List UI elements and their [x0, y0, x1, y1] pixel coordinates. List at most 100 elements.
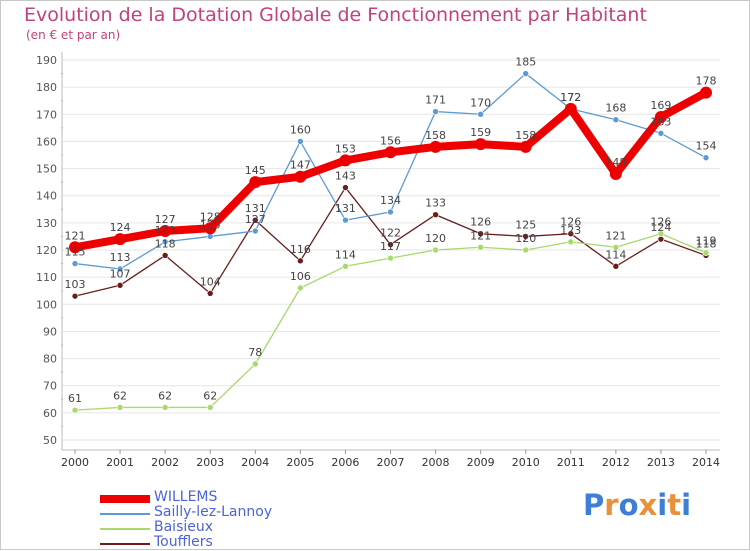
data-point: [387, 241, 394, 248]
data-label: 171: [425, 94, 446, 107]
data-label: 131: [245, 202, 266, 215]
data-point: [474, 138, 487, 151]
data-label: 123: [560, 224, 581, 237]
data-label: 116: [290, 243, 311, 256]
y-tick-label: 100: [36, 298, 57, 311]
data-label: 185: [515, 56, 536, 69]
data-label: 114: [605, 248, 626, 261]
x-tick-label: 2008: [422, 456, 450, 469]
data-point: [342, 216, 349, 224]
data-point: [429, 140, 442, 153]
data-label: 168: [605, 102, 626, 115]
data-label: 115: [65, 246, 86, 259]
data-point: [206, 233, 214, 240]
data-label: 124: [110, 221, 131, 234]
x-tick-label: 2006: [331, 456, 359, 469]
data-label: 121: [470, 229, 491, 242]
data-label: 148: [605, 156, 626, 169]
data-label: 106: [290, 270, 311, 283]
data-label: 170: [470, 96, 491, 109]
proxiti-logo: Proxiti: [583, 488, 691, 522]
data-point: [204, 222, 217, 235]
data-point: [567, 230, 575, 238]
data-label: 78: [248, 346, 262, 359]
logo-letter: i: [681, 488, 692, 522]
x-tick-label: 2005: [286, 456, 314, 469]
legend-swatch: [100, 543, 150, 545]
data-point: [432, 108, 439, 115]
data-label: 160: [290, 123, 311, 136]
data-point: [519, 140, 532, 153]
data-point: [522, 70, 530, 77]
data-label: 117: [380, 240, 401, 253]
logo-letter: t: [667, 488, 682, 522]
data-point: [702, 249, 710, 257]
data-label: 119: [696, 235, 717, 248]
y-tick-label: 120: [36, 244, 57, 257]
data-point: [477, 110, 484, 118]
x-tick-label: 2010: [512, 456, 540, 469]
data-label: 172: [560, 91, 581, 104]
data-point: [69, 241, 81, 254]
data-point: [251, 360, 259, 368]
data-label: 128: [200, 210, 221, 223]
legend-swatch: [100, 495, 150, 503]
data-label: 107: [110, 267, 131, 280]
data-label: 113: [110, 251, 131, 264]
data-point: [116, 404, 124, 411]
data-label: 62: [158, 389, 172, 402]
data-point: [384, 146, 397, 159]
data-point: [567, 238, 575, 246]
data-label: 159: [470, 126, 491, 139]
x-tick-label: 2004: [241, 456, 269, 469]
data-point: [342, 184, 349, 191]
data-label: 103: [65, 278, 86, 291]
y-tick-label: 130: [36, 217, 57, 230]
data-label: 172: [560, 91, 581, 104]
x-tick-label: 2014: [692, 456, 720, 469]
data-label: 61: [68, 392, 82, 405]
data-label: 120: [425, 232, 446, 245]
data-label: 178: [696, 75, 717, 88]
x-tick-label: 2011: [557, 456, 585, 469]
logo-letter: r: [604, 488, 619, 522]
legend-label: Sailly-lez-Lannoy: [154, 504, 273, 520]
chart-subtitle: (en € et par an): [26, 28, 121, 42]
data-label: 114: [335, 248, 356, 261]
data-point: [477, 230, 484, 238]
x-tick-label: 2012: [602, 456, 630, 469]
data-point: [432, 246, 439, 254]
x-tick-label: 2009: [467, 456, 495, 469]
data-label: 147: [290, 159, 311, 172]
data-point: [342, 262, 349, 270]
data-point: [700, 86, 712, 99]
x-tick-label: 2013: [647, 456, 675, 469]
data-point: [71, 292, 79, 300]
data-label: 156: [380, 134, 401, 147]
x-tick-label: 2002: [151, 456, 179, 469]
data-label: 121: [65, 229, 86, 242]
logo-letter: o: [618, 488, 639, 522]
data-point: [477, 243, 484, 251]
data-point: [657, 129, 665, 137]
x-tick-label: 2001: [106, 456, 134, 469]
data-label: 126: [650, 216, 671, 229]
data-label: 62: [113, 389, 127, 402]
data-point: [294, 170, 307, 183]
data-point: [161, 238, 169, 246]
logo-letter: x: [638, 488, 658, 522]
y-tick-label: 150: [36, 163, 57, 176]
data-label: 124: [650, 221, 671, 234]
data-label: 126: [470, 216, 491, 229]
data-label: 125: [200, 218, 221, 231]
legend-swatch: [100, 513, 150, 515]
data-point: [387, 254, 394, 262]
legend-swatch: [100, 528, 150, 530]
y-tick-label: 50: [43, 434, 57, 447]
data-point: [249, 176, 262, 189]
data-point: [161, 252, 169, 259]
data-point: [297, 138, 304, 145]
data-point: [206, 290, 214, 297]
data-point: [161, 404, 169, 411]
y-tick-label: 80: [43, 353, 57, 366]
